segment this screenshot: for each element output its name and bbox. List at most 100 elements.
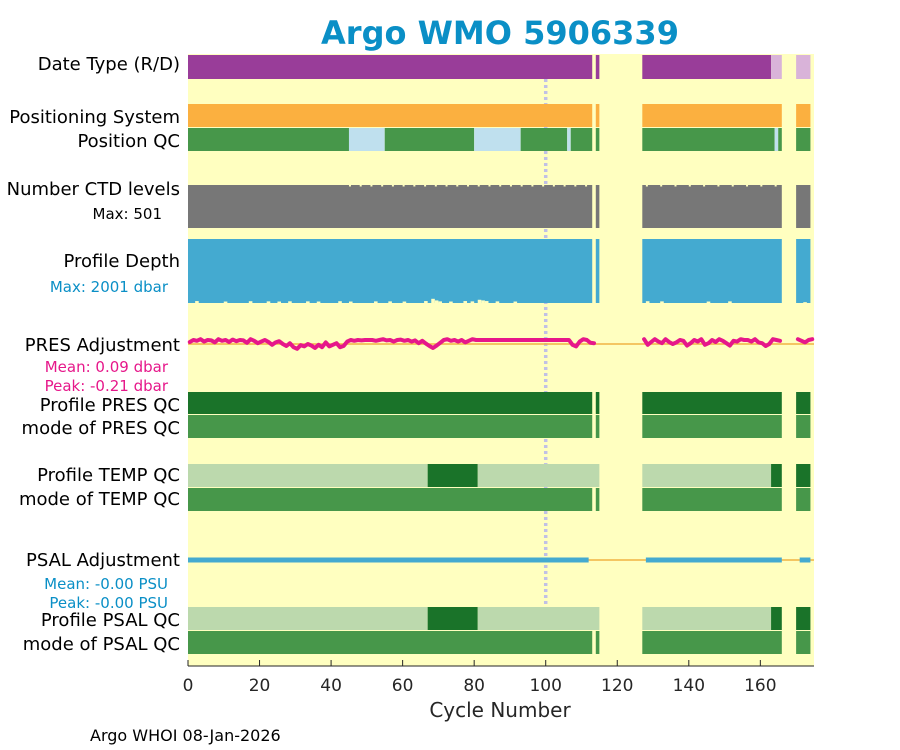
row-11-segment [642,607,772,630]
row-4-shallow-profile [484,301,489,303]
row-labels: Date Type (R/D) Positioning System Positio… [7,54,180,655]
row-12-segment [595,631,600,654]
row-11-segment [427,607,478,630]
row-7-label: mode of PRES QC [22,418,180,439]
row-3-notch [717,185,720,187]
row-8-segment [771,464,782,487]
row-3-notch [660,185,663,187]
row-4-shallow-profile [495,301,500,303]
row-2-segment [567,128,571,151]
row-4-shallow-profile [660,301,664,303]
plot-background [188,54,814,666]
row-4-shallow-profile [277,301,282,303]
x-axis-label: Cycle Number [429,698,571,722]
row-3-segment [642,185,782,228]
row-3-notch [760,185,763,187]
row-2-segment [570,128,593,151]
row-4-shallow-profile [348,301,353,303]
row-2-segment [796,128,811,151]
row-11-segment [771,607,782,630]
row-1-segment [796,104,811,127]
row-0-segment [642,55,772,79]
x-tick-label: 20 [249,676,271,696]
row-11-segment [188,607,428,630]
x-tick-label: 80 [463,676,485,696]
row-3-notch [456,185,459,187]
row-3-segment [595,185,600,228]
row-8-segment [188,464,428,487]
row-3-notch [348,185,351,187]
row-3-sublabel: Max: 501 [93,205,162,223]
row-2-segment [520,128,568,151]
row-1-label: Positioning System [9,107,180,128]
row-4-sublabel: Max: 2001 dbar [50,278,169,296]
x-tick-label: 140 [673,676,705,696]
row-4-shallow-profile [306,301,310,303]
row-1-segment [642,104,782,127]
row-4-shallow-profile [388,301,392,303]
row-4-shallow-profile [195,301,199,303]
x-tick-label: 0 [183,676,194,696]
row-3-notch [445,185,448,187]
row-2-segment [595,128,600,151]
row-2-segment [774,128,779,151]
row-2-label: Position QC [77,131,180,152]
row-4-shallow-profile [463,301,468,303]
row-4-shallow-profile [481,300,485,303]
row-3-notch [467,185,470,187]
x-tick-label: 120 [601,676,633,696]
row-8-segment [427,464,478,487]
row-3-notch [499,185,502,187]
row-5-pres-adjustment-line [187,337,815,351]
row-3-notch [574,185,577,187]
row-12-segment [188,631,593,654]
row-4-shallow-profile [434,300,439,303]
row-5-label: PRES Adjustment [25,335,180,356]
row-3-notch [746,185,749,187]
row-9-segment [796,488,811,511]
row-3-segment [796,185,811,228]
row-4-shallow-profile [248,301,253,303]
row-4-shallow-profile [803,302,807,303]
row-4-shallow-profile [706,301,711,303]
row-3-notch [402,185,405,187]
row-2-segment [348,128,385,151]
row-6-label: Profile PRES QC [40,395,180,416]
x-tick-label: 160 [744,676,776,696]
row-3-notch [688,185,691,187]
row-6-segment [188,392,593,414]
row-1-segment [595,104,600,127]
x-tick-label: 100 [529,676,561,696]
row-7-segment [188,415,593,438]
row-4-segment [642,239,782,303]
row-2-segment [642,128,775,151]
row-3-notch [674,185,677,187]
row-4-shallow-profile [424,301,428,303]
row-4-segment [595,239,600,303]
row-9-segment [595,488,600,511]
row-12-label: mode of PSAL QC [23,634,180,655]
row-4-shallow-profile [338,301,342,303]
row-3-notch [585,185,588,187]
chart-title: Argo WMO 5906339 [321,14,679,52]
row-12-segment [642,631,782,654]
row-11-segment [796,607,811,630]
row-4-shallow-profile [223,301,228,303]
row-4-shallow-profile [728,301,732,303]
row-3-notch [509,185,512,187]
row-0-segment [771,55,782,79]
row-4-shallow-profile [316,301,321,303]
row-9-segment [642,488,782,511]
row-4-label: Profile Depth [63,251,180,272]
row-2-segment [188,128,349,151]
row-6-segment [642,392,782,414]
row-11-label: Profile PSAL QC [41,610,180,631]
plot-area [187,54,815,666]
row-3-notch [520,185,523,187]
row-3-notch [488,185,491,187]
row-3-notch [703,185,706,187]
row-10-psal-adjustment-segment [799,557,811,563]
row-3-notch [774,185,777,187]
row-3-notch [645,185,648,187]
